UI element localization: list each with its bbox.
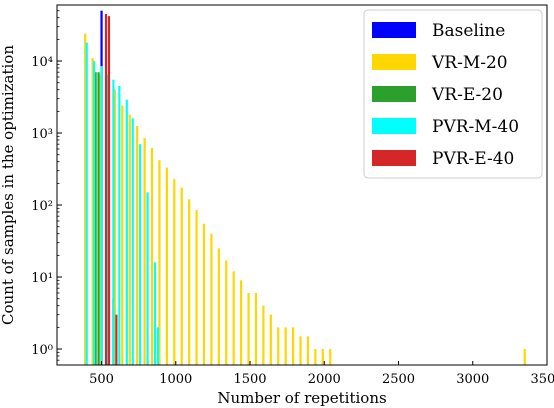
bar-pvr-m-40-0 — [85, 42, 88, 366]
x-tick-label: 3500 — [530, 372, 554, 387]
bars-group — [84, 10, 526, 366]
bar-pvr-m-40-5 — [118, 86, 121, 365]
legend-label-vr-m-20: VR-M-20 — [431, 53, 508, 73]
legend: Baseline VR-M-20 VR-E-20 PVR-M-40 PVR-E-40 — [363, 9, 543, 179]
bar-vr-m-20-0 — [84, 33, 87, 366]
bar-vr-m-20-26 — [277, 327, 280, 365]
legend-label-pvr-m-40: PVR-M-40 — [432, 117, 519, 137]
x-tick-label: 500 — [89, 372, 114, 387]
bar-vr-m-20-18 — [217, 248, 220, 365]
bar-vr-m-20-6 — [128, 114, 131, 366]
bar-vr-m-20-2 — [98, 74, 102, 365]
bar-vr-m-20-16 — [202, 223, 206, 365]
bar-pvr-m-40-8 — [139, 144, 142, 365]
bar-vr-m-20-17 — [210, 233, 213, 365]
bar-vr-m-20-13 — [180, 187, 183, 365]
bar-vr-m-20-33 — [329, 349, 332, 365]
legend-box — [363, 9, 543, 179]
bar-vr-m-20-1 — [91, 58, 94, 366]
legend-swatch-pvr-m-40 — [372, 118, 416, 134]
bar-pvr-m-40-3 — [106, 74, 109, 365]
bar-vr-m-20-15 — [195, 210, 198, 365]
y-tick-label: 10⁰ — [31, 343, 53, 358]
bar-pvr-m-40-7 — [131, 118, 134, 365]
bar-vr-m-20-27 — [284, 327, 287, 365]
bar-vr-m-20-30 — [306, 336, 310, 365]
bar-pvr-e-40-2 — [115, 314, 118, 365]
y-axis-ticks: 10⁰ 10¹ 10² 10³ 10⁴ — [31, 4, 62, 361]
bar-vr-m-20-8 — [143, 138, 146, 365]
legend-label-pvr-e-40: PVR-E-40 — [432, 149, 514, 169]
bar-vr-m-20-24 — [262, 305, 265, 365]
bar-vr-m-20-20 — [232, 271, 235, 365]
bar-pvr-m-40-11 — [156, 327, 160, 365]
bar-vr-e-20-0 — [94, 72, 97, 366]
bar-vr-m-20-19 — [225, 260, 228, 365]
bar-vr-m-20-32 — [321, 349, 324, 365]
legend-label-vr-e-20: VR-E-20 — [431, 85, 503, 105]
bar-vr-m-20-22 — [247, 293, 250, 365]
bar-pvr-m-40-9 — [146, 192, 149, 365]
bar-pvr-m-40-4 — [112, 79, 115, 365]
y-tick-label: 10² — [31, 199, 53, 214]
legend-swatch-pvr-e-40 — [372, 150, 416, 166]
y-tick-label: 10³ — [31, 127, 53, 142]
bar-pvr-e-40-1 — [107, 16, 111, 366]
bar-vr-m-20-10 — [158, 160, 161, 365]
bar-vr-m-20-4 — [113, 89, 117, 366]
x-axis-ticks: 500 1000 1500 2000 2500 3000 3500 — [89, 361, 554, 387]
x-axis-label: Number of repetitions — [217, 389, 386, 407]
y-axis-label: Count of samples in the optimization — [0, 45, 17, 325]
bar-vr-m-20-25 — [269, 314, 272, 365]
bar-vr-m-20-11 — [165, 167, 168, 365]
bar-pvr-m-40-6 — [125, 99, 128, 365]
bar-vr-m-20-34 — [523, 349, 526, 365]
bar-vr-e-20-1 — [97, 72, 100, 366]
bar-pvr-m-40-10 — [153, 262, 157, 365]
bar-pvr-m-40-1 — [93, 61, 96, 365]
bar-vr-m-20-9 — [150, 147, 154, 365]
legend-swatch-vr-m-20 — [372, 54, 416, 70]
x-tick-label: 3000 — [456, 372, 489, 387]
bar-vr-m-20-31 — [314, 349, 317, 365]
y-tick-label: 10⁴ — [31, 55, 53, 70]
legend-swatch-vr-e-20 — [372, 86, 416, 102]
bar-vr-m-20-12 — [173, 178, 176, 365]
x-tick-label: 2500 — [382, 372, 415, 387]
bar-vr-m-20-23 — [254, 293, 258, 365]
bar-vr-m-20-29 — [299, 336, 302, 365]
x-tick-label: 1000 — [159, 372, 192, 387]
bar-vr-m-20-7 — [136, 126, 139, 365]
bar-pvr-m-40-2 — [100, 66, 103, 366]
bar-vr-m-20-5 — [121, 105, 124, 366]
bar-vr-m-20-21 — [240, 280, 243, 365]
x-tick-label: 2000 — [308, 372, 341, 387]
y-tick-label: 10¹ — [31, 271, 53, 286]
legend-label-baseline: Baseline — [432, 21, 505, 41]
bar-vr-m-20-14 — [188, 199, 191, 365]
x-tick-label: 1500 — [233, 372, 266, 387]
plot-frame — [56, 4, 548, 366]
bar-pvr-e-40-0 — [104, 14, 108, 365]
bar-vr-m-20-28 — [291, 327, 295, 365]
legend-swatch-baseline — [372, 22, 416, 38]
